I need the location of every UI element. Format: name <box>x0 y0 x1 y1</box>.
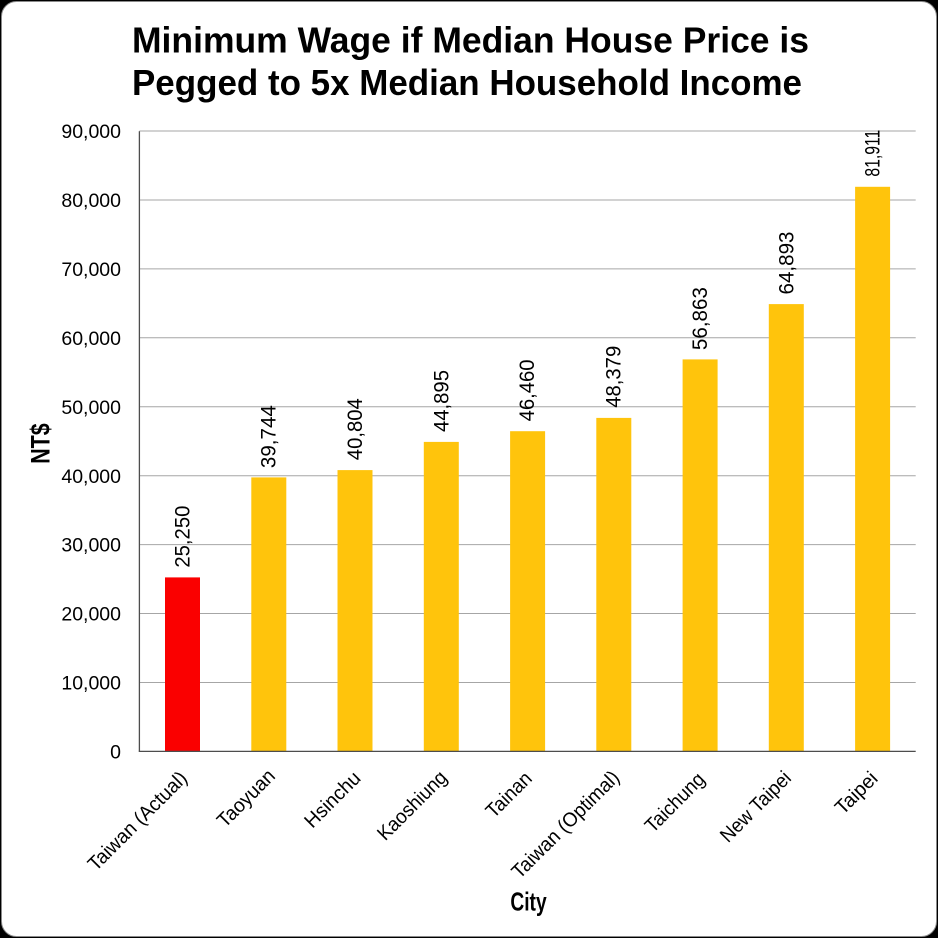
svg-text:City: City <box>510 887 547 917</box>
svg-text:60,000: 60,000 <box>61 328 121 350</box>
svg-text:80,000: 80,000 <box>61 190 121 212</box>
svg-text:Pegged to 5x Median Household: Pegged to 5x Median Household Income <box>132 62 802 103</box>
svg-text:40,000: 40,000 <box>61 466 121 488</box>
svg-text:40,804: 40,804 <box>344 398 367 460</box>
svg-text:56,863: 56,863 <box>689 287 712 350</box>
svg-text:44,895: 44,895 <box>430 370 453 432</box>
svg-text:48,379: 48,379 <box>603 346 626 408</box>
svg-text:90,000: 90,000 <box>61 121 121 143</box>
svg-text:Minimum Wage if Median House P: Minimum Wage if Median House Price is <box>132 20 809 61</box>
svg-text:25,250: 25,250 <box>172 506 195 568</box>
svg-text:64,893: 64,893 <box>775 231 798 294</box>
svg-text:39,744: 39,744 <box>258 405 281 468</box>
svg-text:81,911: 81,911 <box>861 130 884 177</box>
svg-text:30,000: 30,000 <box>61 535 121 557</box>
svg-text:NT$: NT$ <box>26 423 56 464</box>
svg-text:0: 0 <box>110 742 121 764</box>
svg-text:10,000: 10,000 <box>61 673 121 695</box>
svg-text:70,000: 70,000 <box>61 259 121 281</box>
svg-text:46,460: 46,460 <box>516 359 539 421</box>
svg-text:50,000: 50,000 <box>61 397 121 419</box>
svg-text:20,000: 20,000 <box>61 604 121 626</box>
